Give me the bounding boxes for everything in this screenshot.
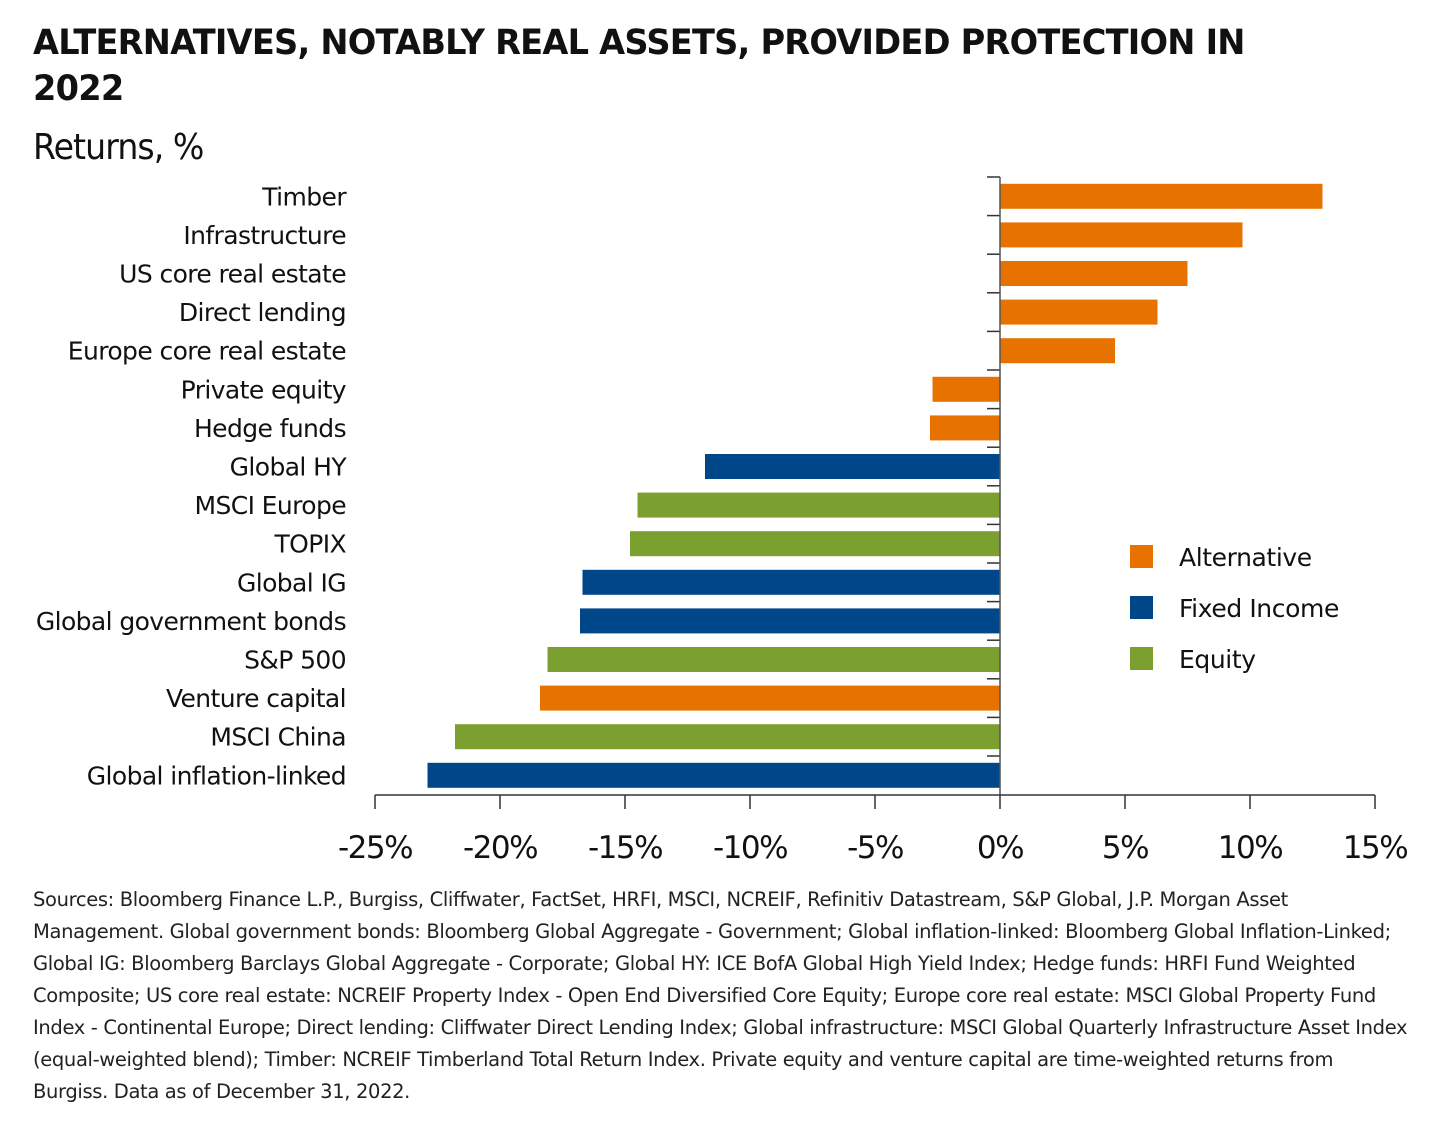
legend-label-alternative: Alternative xyxy=(1179,543,1312,572)
category-label: Infrastructure xyxy=(183,221,346,250)
bar-global-government-bonds xyxy=(580,608,1000,634)
x-tick-label: 5% xyxy=(1102,830,1148,866)
bar-global-hy xyxy=(705,454,1000,479)
x-ticks: -25% -20% -15% -10% -5% 0% 5% 10% 15% xyxy=(338,795,1409,866)
category-label: TOPIX xyxy=(273,530,346,559)
category-label: US core real estate xyxy=(119,260,346,289)
category-label: Timber xyxy=(261,182,347,211)
chart-subtitle: Returns, % xyxy=(33,127,204,168)
bar-chart: Timber Infrastructure US core real estate D… xyxy=(36,176,1409,866)
bar-private-equity xyxy=(932,376,1000,402)
category-label: MSCI Europe xyxy=(194,491,346,520)
legend-swatch-alternative xyxy=(1130,545,1153,568)
x-tick-label: -10% xyxy=(713,830,787,866)
category-label: Hedge funds xyxy=(194,414,346,443)
category-label: Global government bonds xyxy=(36,607,346,636)
x-tick-label: 15% xyxy=(1343,830,1407,866)
bar-global-ig xyxy=(582,569,1000,595)
x-tick-label: -20% xyxy=(463,830,537,866)
bar-infrastructure xyxy=(1000,222,1243,248)
category-label: S&P 500 xyxy=(244,646,346,675)
category-label: Global HY xyxy=(230,453,348,482)
legend-swatch-fixed-income xyxy=(1130,596,1153,619)
category-label: MSCI China xyxy=(210,723,346,752)
bar-venture-capital xyxy=(540,685,1000,711)
x-tick-label: 10% xyxy=(1218,830,1282,866)
bar-hedge-funds xyxy=(930,415,1000,441)
x-tick-label: -15% xyxy=(588,830,662,866)
legend-swatch-equity xyxy=(1130,647,1153,670)
bar-us-core-real-estate xyxy=(1000,261,1188,286)
x-tick-label: -25% xyxy=(338,830,412,866)
legend-label-equity: Equity xyxy=(1179,645,1256,674)
category-label: Europe core real estate xyxy=(68,337,346,366)
chart-title: ALTERNATIVES, NOTABLY REAL ASSETS, PROVI… xyxy=(33,23,1245,109)
category-label: Direct lending xyxy=(179,298,346,327)
category-label: Private equity xyxy=(181,375,347,404)
bar-msci-europe xyxy=(637,492,1000,518)
category-labels: Timber Infrastructure US core real estate D… xyxy=(36,182,348,790)
legend: Alternative Fixed Income Equity xyxy=(1130,543,1339,674)
bar-topix xyxy=(630,531,1000,557)
bar-timber xyxy=(1000,183,1323,209)
legend-label-fixed-income: Fixed Income xyxy=(1179,594,1339,623)
category-label: Venture capital xyxy=(166,684,346,713)
bars xyxy=(427,183,1323,788)
x-tick-label: 0% xyxy=(977,830,1023,866)
category-label: Global IG xyxy=(237,568,346,597)
bar-global-inflation-linked xyxy=(427,762,1000,788)
bar-s-p-500 xyxy=(547,647,1000,672)
bar-europe-core-real-estate xyxy=(1000,338,1115,364)
sources-footnote: Sources: Bloomberg Finance L.P., Burgiss… xyxy=(33,888,1408,1103)
category-label: Global inflation-linked xyxy=(87,761,346,790)
x-tick-label: -5% xyxy=(847,830,903,866)
bar-msci-china xyxy=(455,724,1000,750)
bar-direct-lending xyxy=(1000,299,1158,325)
